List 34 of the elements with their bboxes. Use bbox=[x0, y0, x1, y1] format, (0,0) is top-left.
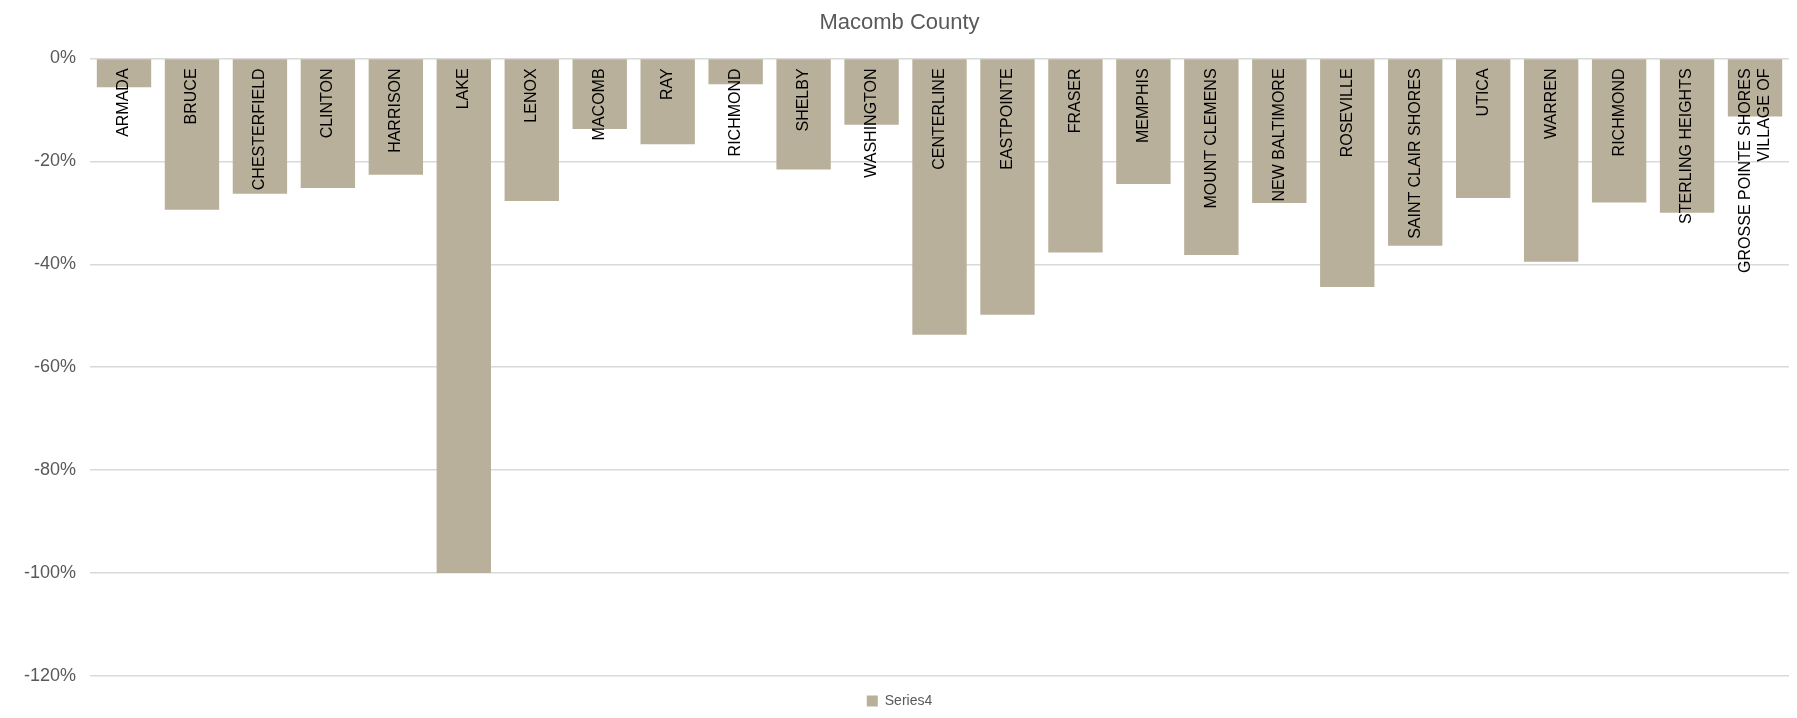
x-tick-label: MEMPHIS bbox=[1133, 68, 1151, 144]
x-tick-label: SHELBY bbox=[794, 68, 811, 132]
y-tick-label: -40% bbox=[34, 253, 77, 274]
x-tick-label: FRASER bbox=[1065, 68, 1083, 134]
x-tick-label: MACOMB bbox=[590, 68, 608, 141]
x-tick-label: UTICA bbox=[1473, 68, 1491, 117]
x-tick-label: ROSEVILLE bbox=[1337, 68, 1355, 158]
x-tick-label: ARMADA bbox=[114, 68, 132, 137]
x-tick-label: RICHMOND bbox=[1609, 68, 1627, 157]
y-tick-label: -120% bbox=[24, 664, 77, 685]
y-tick-label: -80% bbox=[34, 459, 77, 480]
x-tick-label: CENTERLINE bbox=[929, 68, 947, 170]
x-tick-label: SAINT CLAIR SHORES bbox=[1405, 68, 1423, 239]
legend-label: Series4 bbox=[884, 691, 933, 708]
x-tick-label: WARREN bbox=[1541, 68, 1559, 139]
x-tick-label: MOUNT CLEMENS bbox=[1201, 68, 1219, 209]
x-tick-label: BRUCE bbox=[182, 68, 200, 125]
x-tick-label: RICHMOND bbox=[726, 68, 744, 157]
x-tick-label: RAY bbox=[658, 68, 676, 101]
y-tick-label: -100% bbox=[24, 562, 77, 583]
x-tick-label: LAKE bbox=[454, 68, 472, 110]
chart-title: Macomb County bbox=[819, 9, 980, 35]
x-tick-label: CLINTON bbox=[318, 68, 336, 139]
y-tick-label: -20% bbox=[34, 150, 77, 171]
y-tick-label: 0% bbox=[50, 47, 77, 68]
y-tick-label: -60% bbox=[34, 356, 77, 377]
x-tick-label: EASTPOINTE bbox=[997, 68, 1015, 170]
x-tick-label: CHESTERFIELD bbox=[250, 68, 268, 191]
x-tick-label: WASHINGTON bbox=[861, 68, 879, 178]
x-tick-label: LENOX bbox=[522, 68, 540, 123]
x-tick-label: GROSSE POINTE SHORES VILLAGE OF bbox=[1735, 68, 1772, 273]
x-tick-label: HARRISON bbox=[386, 68, 404, 153]
x-tick-label: NEW BALTIMORE bbox=[1269, 68, 1287, 202]
x-tick-label: STERLING HEIGHTS bbox=[1677, 68, 1695, 224]
